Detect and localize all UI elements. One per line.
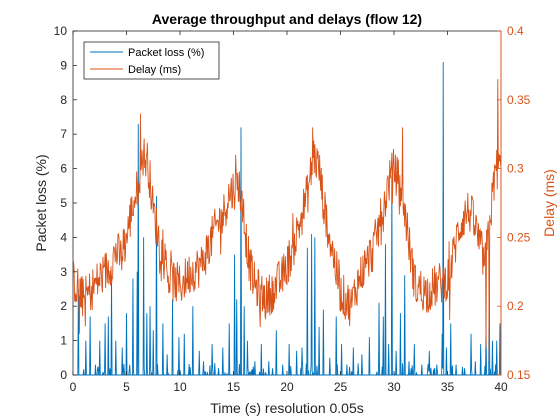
x-tick-label-7: 35 — [441, 380, 455, 394]
x-tick-label-1: 5 — [123, 380, 130, 394]
y-right-tick-label-4: 0.35 — [507, 93, 531, 107]
legend-box — [83, 41, 220, 80]
x-tick-label-5: 25 — [334, 380, 348, 394]
delay-line — [72, 79, 502, 362]
y-left-tick-label-9: 9 — [60, 58, 67, 72]
y-right-tick-label-3: 0.3 — [507, 162, 524, 176]
y-right-tick-label-2: 0.25 — [507, 230, 531, 244]
x-axis-ticks: 0 5 10 15 20 25 30 35 40 — [70, 31, 508, 394]
x-tick-label-8: 40 — [494, 380, 508, 394]
right-y-axis-label: Delay (ms) — [541, 169, 557, 237]
right-y-axis-ticks: 0.15 0.2 0.25 0.3 0.35 0.4 — [497, 24, 531, 382]
y-left-tick-label-8: 8 — [60, 93, 67, 107]
x-tick-label-0: 0 — [70, 380, 77, 394]
x-tick-label-4: 20 — [280, 380, 294, 394]
y-left-tick-label-5: 5 — [60, 196, 67, 210]
y-right-tick-label-0: 0.15 — [507, 368, 531, 382]
left-y-axis-label: Packet loss (%) — [33, 154, 49, 251]
y-left-tick-label-6: 6 — [60, 162, 67, 176]
y-left-tick-label-4: 4 — [60, 230, 67, 244]
y-right-tick-label-1: 0.2 — [507, 299, 524, 313]
x-tick-label-6: 30 — [387, 380, 401, 394]
delay-series — [72, 79, 502, 362]
chart-title: Average throughput and delays (flow 12) — [152, 11, 422, 27]
x-axis-label: Time (s) resolution 0.05s — [210, 400, 364, 416]
x-tick-label-3: 15 — [227, 380, 241, 394]
legend-label-delay: Delay (ms) — [128, 64, 181, 76]
legend-label-packet-loss: Packet loss (%) — [128, 47, 204, 59]
y-left-tick-label-10: 10 — [54, 24, 68, 38]
y-left-tick-label-0: 0 — [60, 368, 67, 382]
legend: Packet loss (%) Delay (ms) — [83, 41, 220, 80]
y-left-tick-label-3: 3 — [60, 265, 67, 279]
y-left-tick-label-7: 7 — [60, 127, 67, 141]
x-tick-label-2: 10 — [173, 380, 187, 394]
y-left-tick-label-1: 1 — [60, 334, 67, 348]
y-left-tick-label-2: 2 — [60, 299, 67, 313]
y-right-tick-label-5: 0.4 — [507, 24, 524, 38]
left-y-axis-ticks: 0 1 2 3 4 5 6 7 8 9 10 — [54, 24, 77, 382]
